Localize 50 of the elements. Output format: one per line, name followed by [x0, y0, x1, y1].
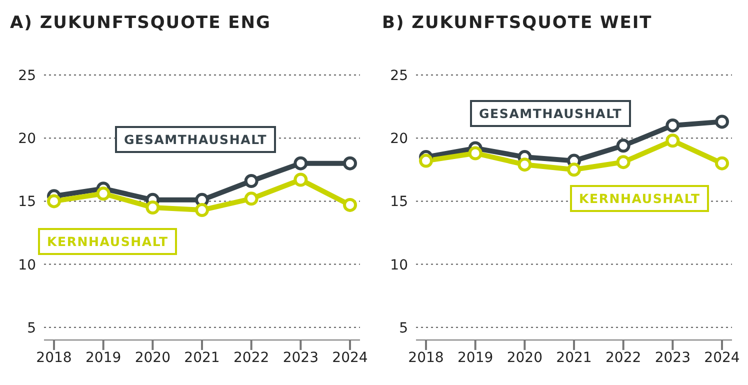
point — [244, 174, 258, 188]
chart-title: A) ZUKUNFTSQUOTE ENG — [9, 12, 272, 35]
point — [244, 192, 258, 206]
point — [195, 203, 209, 218]
y-tick-label: 15 — [18, 194, 36, 210]
y-tick-label: 15 — [390, 194, 408, 210]
x-tick-label: 2024 — [704, 350, 740, 366]
x-tick-label: 2021 — [556, 350, 592, 366]
series-label: KERNHAUSHALT — [570, 185, 710, 212]
x-tick-label: 2023 — [654, 350, 690, 366]
point — [294, 156, 308, 170]
x-tick-label: 2022 — [234, 350, 270, 366]
point — [666, 118, 680, 132]
y-tick-label: 10 — [390, 257, 408, 274]
x-tick-label: 2018 — [408, 350, 444, 366]
point — [343, 156, 357, 170]
point — [518, 158, 532, 172]
y-tick-label: 10 — [18, 257, 36, 274]
point — [567, 162, 581, 177]
point — [616, 138, 630, 153]
point — [343, 198, 357, 212]
point — [47, 194, 61, 208]
series-label: GESAMTHAUSHALT — [470, 100, 632, 127]
x-tick-label: 2019 — [86, 350, 122, 366]
point — [715, 156, 729, 170]
point — [146, 200, 160, 214]
x-tick-label: 2018 — [36, 350, 72, 366]
chart-title: B) ZUKUNFTSQUOTE WEIT — [381, 12, 654, 35]
x-tick-label: 2022 — [606, 350, 642, 366]
x-tick-label: 2021 — [184, 350, 220, 366]
y-tick-label: 5 — [27, 320, 36, 336]
point — [468, 146, 482, 160]
x-tick-label: 2019 — [458, 350, 494, 366]
y-tick-label: 20 — [390, 131, 408, 148]
point — [715, 114, 729, 129]
x-tick-label: 2020 — [506, 350, 542, 366]
point — [666, 134, 680, 148]
x-tick-label: 2024 — [332, 350, 368, 366]
y-tick-label: 25 — [18, 68, 36, 84]
y-tick-label: 20 — [18, 131, 36, 148]
point — [96, 186, 110, 201]
x-tick-label: 2023 — [282, 350, 318, 366]
point — [419, 154, 433, 168]
x-tick-label: 2020 — [134, 350, 170, 366]
point — [294, 172, 308, 187]
text: GESAMTHAUSHALT — [115, 126, 276, 153]
point — [616, 155, 630, 170]
y-tick-label: 5 — [399, 320, 408, 336]
y-tick-label: 25 — [390, 68, 408, 84]
text: KERNHAUSHALT — [38, 228, 178, 255]
